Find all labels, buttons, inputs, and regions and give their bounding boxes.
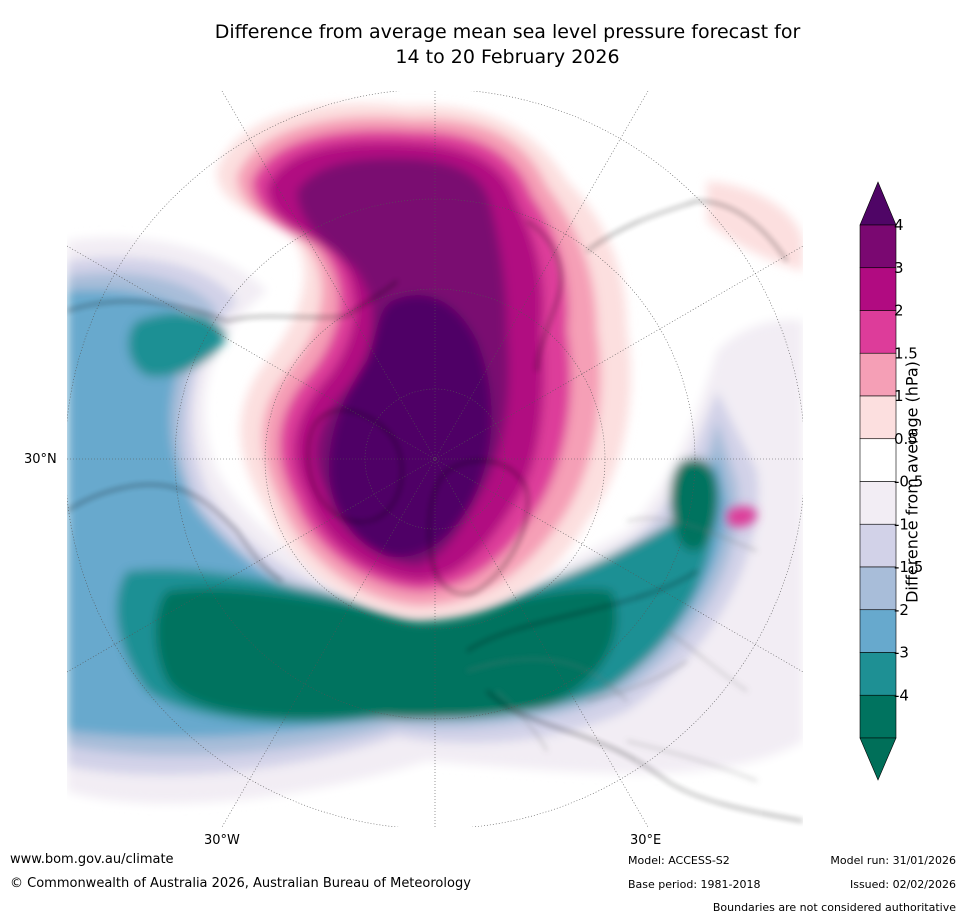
colorbar-tick-label: -1 bbox=[894, 515, 909, 533]
colorbar-tick-label: -3 bbox=[894, 644, 909, 662]
colorbar-bin bbox=[859, 352, 897, 397]
country-borders bbox=[466, 517, 758, 782]
pressure-anomaly-map bbox=[67, 91, 803, 827]
lat-label-30n: 30°N bbox=[24, 452, 57, 467]
coastlines bbox=[67, 200, 803, 822]
colorbar-tick-label: -1.5 bbox=[894, 558, 923, 576]
colorbar-bin bbox=[859, 438, 897, 482]
neg-anomaly-core bbox=[155, 588, 617, 720]
graticule bbox=[67, 91, 803, 827]
map-canvas bbox=[67, 91, 803, 827]
colorbar-tick-label: 0.5 bbox=[894, 430, 918, 448]
colorbar-bin bbox=[859, 609, 897, 653]
colorbar-bin bbox=[859, 566, 897, 611]
colorbar-under-arrow bbox=[859, 737, 897, 781]
colorbar-bin bbox=[859, 395, 897, 440]
neg-anomaly-east bbox=[670, 458, 718, 551]
colorbar-bin bbox=[859, 267, 897, 311]
title-line-2: 14 to 20 February 2026 bbox=[395, 46, 620, 68]
model-info: Model: ACCESS-S2 bbox=[628, 854, 730, 867]
colorbar-tick-label: -2 bbox=[894, 601, 909, 619]
colorbar-bin bbox=[859, 652, 897, 696]
issued-date: Issued: 02/02/2026 bbox=[849, 878, 956, 891]
map-title: Difference from average mean sea level p… bbox=[0, 20, 965, 70]
disclaimer: Boundaries are not considered authoritat… bbox=[712, 901, 956, 914]
colorbar-title: Difference from average (hPa) bbox=[902, 361, 922, 603]
colorbar-over-arrow bbox=[859, 181, 897, 226]
colorbar-ticks: 4 3 2 1.5 1 0.5 -0.5 -1 -1.5 -2 -3 -4 bbox=[894, 216, 923, 704]
colorbar-bins bbox=[859, 224, 897, 739]
colorbar-tick-label: 3 bbox=[894, 259, 904, 277]
colorbar-tick-label: -4 bbox=[894, 686, 909, 704]
base-period: Base period: 1981-2018 bbox=[628, 878, 761, 891]
title-line-1: Difference from average mean sea level p… bbox=[214, 21, 801, 43]
colorbar-tick-label: 1.5 bbox=[894, 344, 918, 362]
model-run: Model run: 31/01/2026 bbox=[830, 854, 956, 867]
colorbar-bin bbox=[859, 694, 897, 739]
lon-label-30e: 30°E bbox=[630, 833, 662, 848]
lon-label-30w: 30°W bbox=[204, 833, 240, 848]
colorbar-tick-label: 1 bbox=[894, 387, 904, 405]
website-link[interactable]: www.bom.gov.au/climate bbox=[10, 852, 174, 867]
colorbar-tick-label: 4 bbox=[894, 216, 904, 234]
colorbar-bin bbox=[859, 481, 897, 525]
pos-anomaly-ne bbox=[707, 181, 803, 271]
colorbar-tick-label: -0.5 bbox=[894, 473, 923, 491]
copyright-text: © Commonwealth of Australia 2026, Austra… bbox=[10, 876, 471, 891]
colorbar-tick-label: 2 bbox=[894, 302, 904, 320]
pos-anomaly-core bbox=[328, 295, 492, 557]
colorbar: 4 3 2 1.5 1 0.5 -0.5 -1 -1.5 -2 -3 -4 bbox=[859, 181, 923, 781]
anomaly-fields bbox=[67, 237, 803, 804]
neg-anomaly-pacific-3 bbox=[128, 312, 227, 377]
colorbar-bin bbox=[859, 523, 897, 568]
colorbar-bin bbox=[859, 310, 897, 354]
pos-anomaly-east bbox=[727, 506, 757, 527]
colorbar-bin bbox=[859, 224, 897, 269]
